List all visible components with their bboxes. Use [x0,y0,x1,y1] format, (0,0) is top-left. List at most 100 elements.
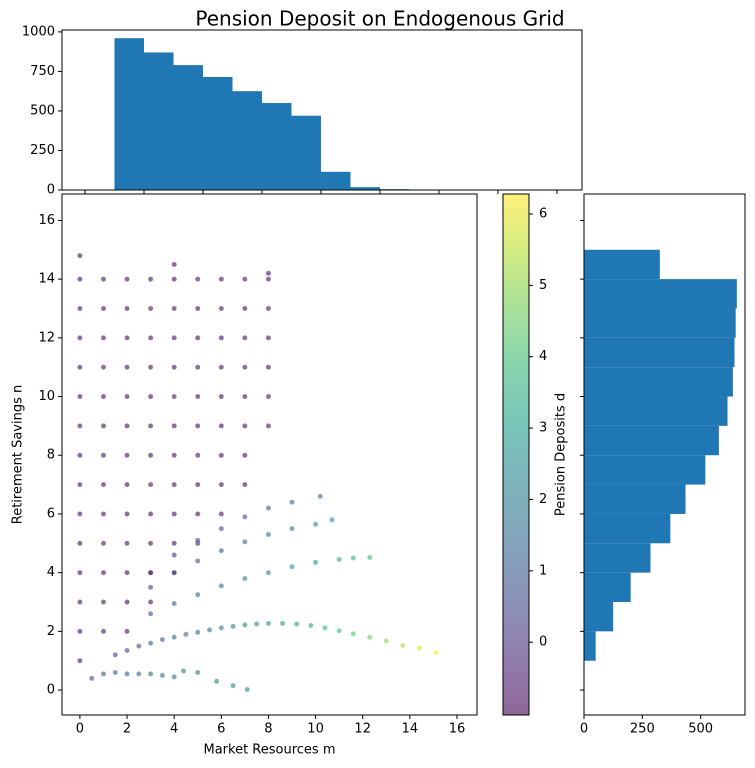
scatter-point [100,628,107,635]
scatter-point [312,521,319,527]
scatter-point [265,270,272,277]
scatter-point [77,481,83,488]
scatter-point [124,481,130,488]
x-tick-label: 500 [688,722,713,737]
scatter-point [112,652,119,658]
scatter-point [100,452,107,458]
bar [350,187,380,190]
colorbar-tick-label: 0 [539,635,547,650]
scatter-point [244,686,250,693]
scatter-point [317,493,324,500]
scatter-point [194,276,201,282]
axes-frame [61,193,478,716]
scatter-point [147,335,154,341]
scatter-point [171,423,177,429]
scatter-point [336,556,342,563]
scatter-point [124,540,130,547]
scatter-point [159,636,166,643]
x-tick-label: 250 [630,722,655,737]
scatter-point [218,625,225,631]
scatter-point [100,393,107,400]
scatter-point [147,452,154,458]
scatter-point [218,525,225,532]
scatter-point [77,276,83,282]
scatter-point [293,621,300,627]
scatter-point [194,335,201,341]
scatter-point [242,335,248,341]
scatter-point [171,335,177,341]
scatter-point [218,393,225,400]
bar [584,425,719,456]
scatter-point [279,620,286,627]
scatter-point [265,305,272,312]
bar [114,38,144,190]
scatter-point [171,569,177,576]
bar [202,76,233,190]
scatter-point [218,481,225,488]
y-tick-label: 16 [38,213,55,228]
scatter-point [242,539,248,545]
scatter-point [265,393,272,400]
bar [173,65,203,190]
scatter-point [265,276,272,282]
y-tick-label: 4 [47,565,55,580]
bar [584,455,706,485]
scatter-point [194,452,201,458]
scatter-point [77,452,83,458]
y-tick-label: 10 [38,389,55,404]
bar [261,103,292,190]
scatter-point [147,540,154,547]
scatter-point [171,511,177,517]
scatter-point [77,599,83,605]
x-tick-label: 10 [307,722,324,737]
scatter-point [100,511,107,517]
scatter-point [242,276,248,282]
scatter-point [100,305,107,312]
axes-frame [583,193,746,716]
scatter-point [124,511,130,517]
scatter-point [77,335,83,341]
scatter-point [242,364,248,370]
x-tick-label: 2 [123,722,131,737]
scatter-point [242,305,248,312]
scatter-point [383,638,390,644]
scatter-point [77,569,83,576]
scatter-point [124,628,130,635]
scatter-point [433,649,439,656]
scatter-point [77,364,83,370]
scatter-point [124,335,130,341]
scatter-point [124,569,130,576]
scatter-point [329,517,335,523]
y-tick-label: 8 [47,448,55,463]
scatter-point [171,261,177,268]
scatter-point [100,671,107,677]
scatter-point [289,525,295,532]
scatter-point [194,591,201,598]
x-tick-label: 0 [580,722,588,737]
bar [584,543,651,573]
scatter-point [253,621,260,627]
scatter-point [265,620,272,627]
scatter-point [213,678,220,684]
colorbar-label: Pension Deposits d [554,393,569,516]
colorbar-tick-label: 1 [539,563,547,578]
scatter-point [147,393,154,400]
scatter-point [322,625,328,631]
figure-title: Pension Deposit on Endogenous Grid [195,7,564,31]
scatter-point [194,305,201,312]
scatter-point [171,481,177,488]
scatter-point [265,569,272,576]
scatter-point [242,423,248,429]
scatter-point [171,540,177,547]
bar [584,308,736,338]
scatter-point [218,583,225,589]
scatter-point [77,305,83,312]
scatter-point [124,671,130,677]
x-tick-label: 12 [354,722,371,737]
scatter-point [124,452,130,458]
scatter-point [336,628,342,634]
x-tick-label: 8 [264,722,272,737]
scatter-point [171,452,177,458]
scatter-point [171,393,177,400]
